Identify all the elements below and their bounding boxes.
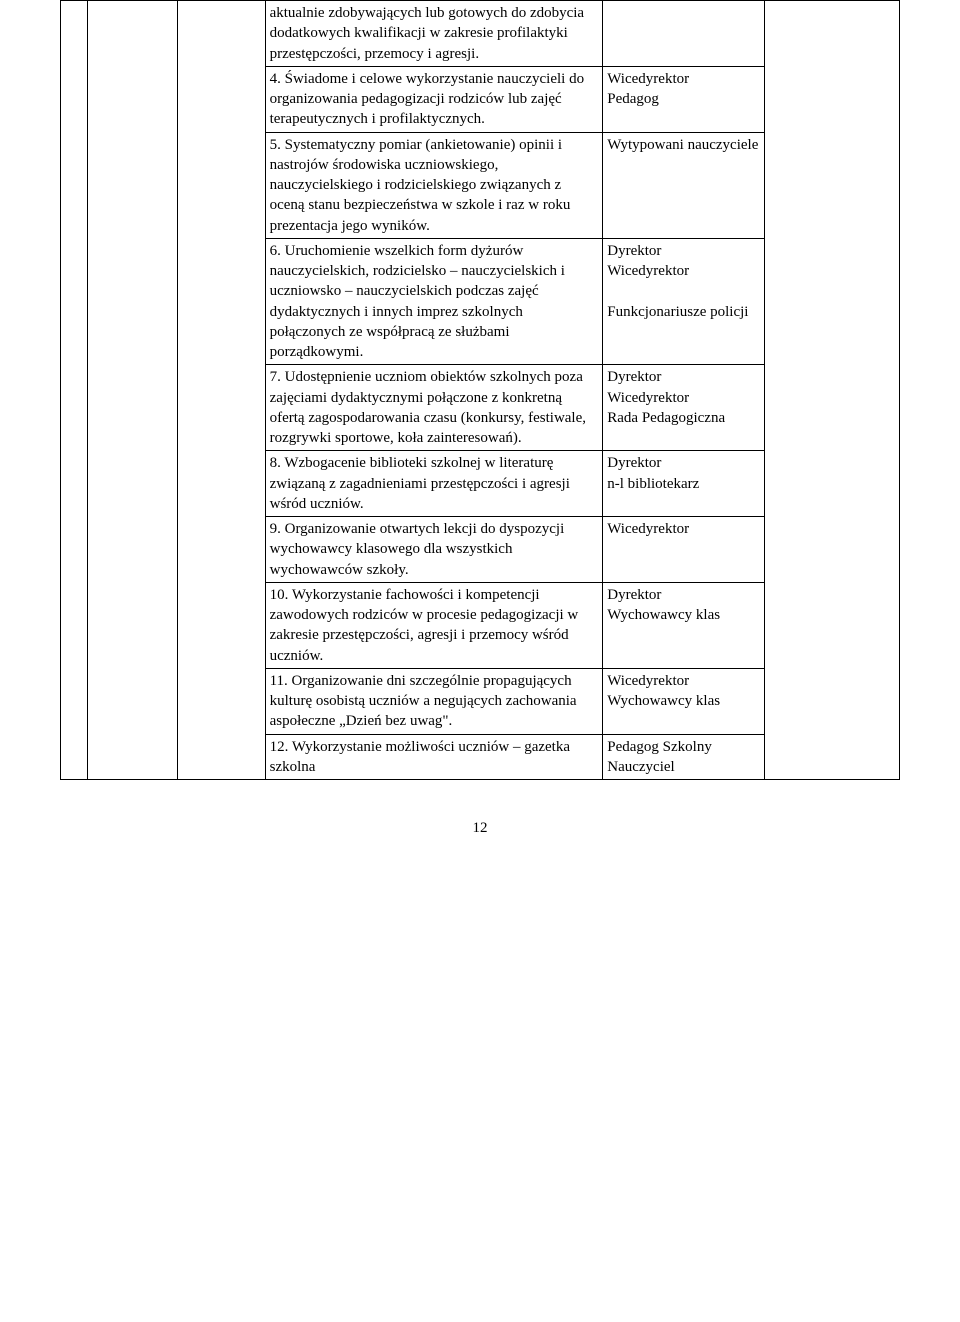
table-row: aktualnie zdobywających lub gotowych do … xyxy=(61,1,900,67)
activity-cell: aktualnie zdobywających lub gotowych do … xyxy=(265,1,603,67)
activity-cell: 10. Wykorzystanie fachowości i kompetenc… xyxy=(265,582,603,668)
content-table: aktualnie zdobywających lub gotowych do … xyxy=(60,0,900,780)
responsible-cell: Wicedyrektor Pedagog xyxy=(603,66,765,132)
activity-cell: 7. Udostępnienie uczniom obiektów szkoln… xyxy=(265,365,603,451)
col-f-cell xyxy=(764,1,899,780)
responsible-cell: Pedagog Szkolny Nauczyciel xyxy=(603,734,765,780)
activity-cell: 5. Systematyczny pomiar (ankietowanie) o… xyxy=(265,132,603,238)
responsible-cell: Dyrektor Wychowawcy klas xyxy=(603,582,765,668)
activity-cell: 8. Wzbogacenie biblioteki szkolnej w lit… xyxy=(265,451,603,517)
responsible-cell: Dyrektor n-l bibliotekarz xyxy=(603,451,765,517)
responsible-cell: Wicedyrektor xyxy=(603,517,765,583)
responsible-cell: Dyrektor Wicedyrektor Funkcjonariusze po… xyxy=(603,238,765,365)
col-a-cell xyxy=(61,1,88,780)
activity-cell: 6. Uruchomienie wszelkich form dyżurów n… xyxy=(265,238,603,365)
activity-cell: 4. Świadome i celowe wykorzystanie naucz… xyxy=(265,66,603,132)
activity-cell: 11. Organizowanie dni szczególnie propag… xyxy=(265,668,603,734)
activity-cell: 9. Organizowanie otwartych lekcji do dys… xyxy=(265,517,603,583)
responsible-cell: Wytypowani nauczyciele xyxy=(603,132,765,238)
page-number: 12 xyxy=(60,820,900,837)
responsible-cell xyxy=(603,1,765,67)
page-container: aktualnie zdobywających lub gotowych do … xyxy=(0,0,960,877)
responsible-cell: Wicedyrektor Wychowawcy klas xyxy=(603,668,765,734)
col-b-cell xyxy=(87,1,177,780)
responsible-cell: Dyrektor Wicedyrektor Rada Pedagogiczna xyxy=(603,365,765,451)
col-c-cell xyxy=(177,1,265,780)
activity-cell: 12. Wykorzystanie możliwości uczniów – g… xyxy=(265,734,603,780)
